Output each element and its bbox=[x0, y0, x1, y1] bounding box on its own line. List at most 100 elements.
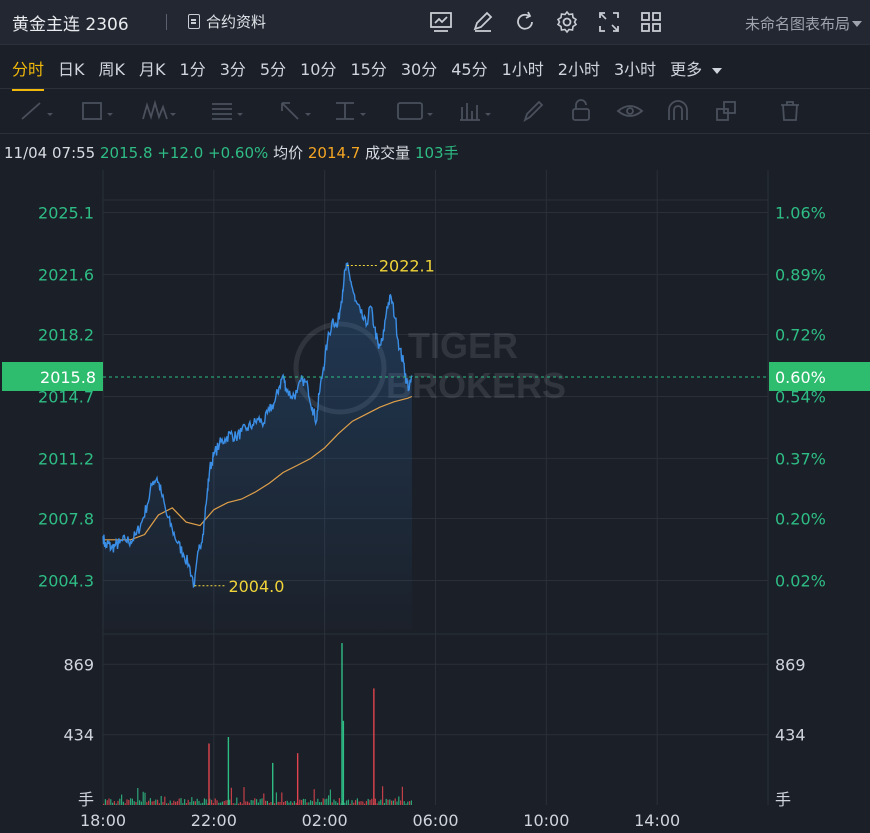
period-tab-12[interactable]: 2小时 bbox=[557, 60, 600, 79]
brush-icon[interactable] bbox=[523, 100, 544, 123]
contract-info-button[interactable]: 合约资料 bbox=[188, 11, 266, 32]
volume-bar bbox=[355, 800, 357, 805]
time-axis-label: 10:00 bbox=[523, 811, 569, 830]
volume-bar bbox=[346, 800, 348, 805]
volume-bar bbox=[304, 799, 306, 805]
period-tab-6[interactable]: 5分 bbox=[259, 60, 287, 79]
fullscreen-icon[interactable] bbox=[596, 9, 622, 35]
pct-axis-label: 0.20% bbox=[775, 510, 826, 529]
volume-bar bbox=[356, 798, 358, 805]
pct-axis-label: 0.37% bbox=[775, 449, 826, 468]
period-tab-10[interactable]: 45分 bbox=[451, 60, 488, 79]
volume-axis-label-left: 434 bbox=[63, 726, 94, 745]
period-tab-1[interactable]: 日K bbox=[58, 60, 85, 79]
trash-icon[interactable] bbox=[781, 101, 799, 121]
low-price-label: 2004.0 bbox=[228, 577, 284, 596]
time-axis-label: 06:00 bbox=[412, 811, 458, 830]
volume-bar bbox=[167, 803, 169, 805]
volume-bar bbox=[200, 803, 202, 805]
volume-bar bbox=[275, 792, 277, 805]
volume-bar bbox=[374, 798, 376, 805]
clone-icon[interactable] bbox=[716, 101, 736, 121]
layout-dropdown[interactable]: 未命名图表布局 bbox=[744, 15, 863, 33]
period-tab-11[interactable]: 1小时 bbox=[501, 60, 544, 79]
grid-icon[interactable] bbox=[638, 9, 664, 35]
volume-bar bbox=[283, 802, 285, 805]
period-tab-14[interactable]: 更多 bbox=[670, 56, 722, 80]
volume-bar bbox=[254, 798, 256, 805]
gear-icon[interactable] bbox=[554, 9, 580, 35]
volume-bar bbox=[241, 803, 243, 805]
refresh-icon[interactable] bbox=[512, 9, 538, 35]
volume-bar bbox=[155, 799, 157, 805]
volume-bar bbox=[122, 801, 124, 805]
volume-bar bbox=[326, 798, 328, 805]
symbol-title[interactable]: 黄金主连 2306 bbox=[12, 15, 129, 35]
period-tab-13[interactable]: 3小时 bbox=[613, 60, 657, 79]
volume-bar bbox=[256, 799, 258, 805]
volume-bars bbox=[103, 643, 412, 805]
period-tab-8[interactable]: 15分 bbox=[350, 60, 387, 79]
volume-bar bbox=[234, 803, 236, 805]
period-tab-3[interactable]: 月K bbox=[139, 60, 166, 79]
volume-bar bbox=[207, 803, 209, 805]
top-toolbar: 黄金主连 2306 合约资料 未命名图表布局 bbox=[0, 0, 870, 45]
period-tab-0[interactable]: 分时 bbox=[12, 56, 45, 91]
measure-tool-icon[interactable] bbox=[336, 102, 366, 120]
volume-bar bbox=[110, 799, 112, 805]
volume-bar bbox=[182, 803, 184, 805]
volume-bar bbox=[329, 789, 331, 805]
quote-change: +12.0 bbox=[157, 144, 204, 162]
magnet-icon[interactable] bbox=[668, 100, 688, 120]
volume-bar bbox=[140, 801, 142, 805]
price-axis-label: 2011.2 bbox=[38, 449, 94, 468]
volume-bar bbox=[191, 797, 193, 805]
volume-bar bbox=[279, 801, 281, 805]
period-tab-2[interactable]: 周K bbox=[98, 60, 126, 79]
rect-tool-icon[interactable] bbox=[82, 102, 113, 120]
line-tool-icon[interactable] bbox=[21, 102, 53, 120]
volume-bar bbox=[178, 798, 180, 805]
volume-bar bbox=[409, 801, 411, 805]
volume-bar bbox=[252, 800, 254, 805]
period-tab-5[interactable]: 3分 bbox=[219, 60, 246, 79]
volume-bar bbox=[209, 798, 211, 805]
fib-tool-icon[interactable] bbox=[212, 103, 243, 120]
volume-bar bbox=[166, 803, 168, 805]
pct-axis-label: 0.89% bbox=[775, 265, 826, 284]
arrow-tool-icon[interactable] bbox=[281, 102, 311, 120]
volume-bar bbox=[265, 800, 267, 805]
wave-tool-icon[interactable] bbox=[142, 99, 176, 121]
bar-tool-icon[interactable] bbox=[460, 103, 491, 121]
volume-bar bbox=[365, 800, 367, 805]
pct-axis-label: 0.72% bbox=[775, 326, 826, 345]
eye-icon[interactable] bbox=[616, 105, 644, 117]
volume-bar bbox=[126, 799, 128, 805]
volume-bar bbox=[175, 801, 177, 805]
volume-bar bbox=[245, 801, 247, 805]
lock-icon[interactable] bbox=[572, 99, 590, 121]
time-axis-label: 22:00 bbox=[191, 811, 237, 830]
volume-bar bbox=[257, 802, 259, 805]
drawing-tools-svg bbox=[21, 99, 799, 123]
pencil-icon[interactable] bbox=[470, 9, 496, 35]
period-tab-7[interactable]: 10分 bbox=[300, 60, 337, 79]
period-bar: 分时 日K 周K 月K 1分 3分 5分 10分 15分 30分 45分 1小时 2小时 3小时 更多 bbox=[0, 45, 870, 91]
price-axis-label: 2021.6 bbox=[38, 265, 94, 284]
volume-bar bbox=[288, 802, 290, 805]
text-tool-icon[interactable] bbox=[397, 102, 433, 120]
period-tab-9[interactable]: 30分 bbox=[400, 60, 438, 79]
volume-bar bbox=[396, 801, 398, 805]
volume-bar bbox=[360, 801, 362, 805]
volume-bar bbox=[211, 799, 213, 805]
volume-bar bbox=[193, 801, 195, 805]
volume-bar bbox=[223, 801, 225, 805]
volume-bar bbox=[308, 802, 310, 805]
volume-bar bbox=[227, 737, 230, 805]
chart-icon[interactable] bbox=[428, 9, 454, 35]
volume-bar bbox=[117, 800, 119, 805]
period-tab-4[interactable]: 1分 bbox=[179, 60, 206, 79]
volume-bar bbox=[367, 798, 369, 805]
